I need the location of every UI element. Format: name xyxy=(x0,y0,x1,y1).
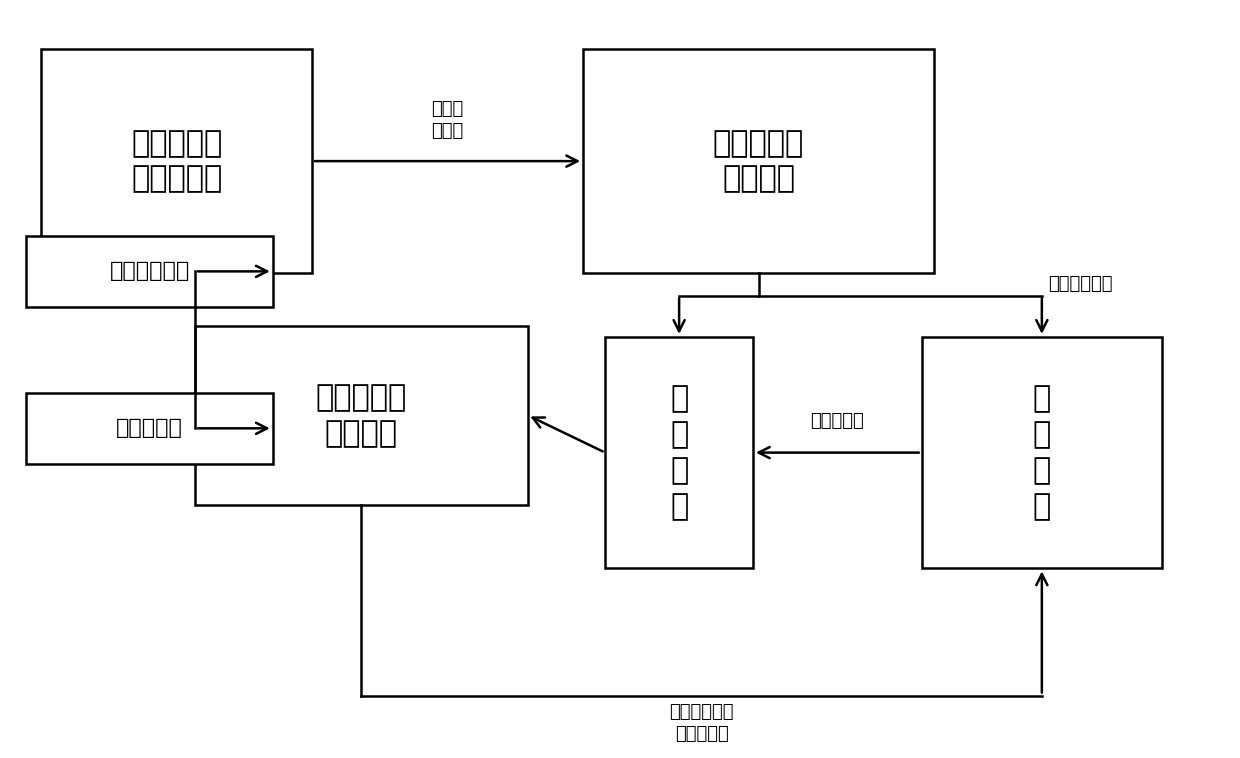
Text: 河道数
据处理: 河道数 据处理 xyxy=(432,100,464,140)
Text: 模
拟
河
网: 模 拟 河 网 xyxy=(1033,384,1052,521)
Text: 概
化
河
网: 概 化 河 网 xyxy=(670,384,688,521)
Bar xyxy=(921,337,1162,568)
Bar xyxy=(583,49,934,273)
Text: 获取河道地
理信息数据: 获取河道地 理信息数据 xyxy=(131,129,222,193)
Text: 总蓄水面积: 总蓄水面积 xyxy=(117,418,184,438)
Text: 规则断面形
状的河网: 规则断面形 状的河网 xyxy=(713,129,805,193)
Bar xyxy=(26,393,273,464)
Text: 平均河底高程: 平均河底高程 xyxy=(109,262,190,281)
Bar xyxy=(26,236,273,307)
Bar xyxy=(195,325,528,505)
Bar xyxy=(41,49,312,273)
Text: 按照相应底高
程进行叠加: 按照相应底高 程进行叠加 xyxy=(670,703,734,743)
Text: 概化河网蓄
水量参数: 概化河网蓄 水量参数 xyxy=(316,383,407,448)
Text: 指定概化阈值: 指定概化阈值 xyxy=(1048,275,1112,293)
Text: 河网多边形: 河网多边形 xyxy=(811,412,864,431)
Bar xyxy=(605,337,753,568)
